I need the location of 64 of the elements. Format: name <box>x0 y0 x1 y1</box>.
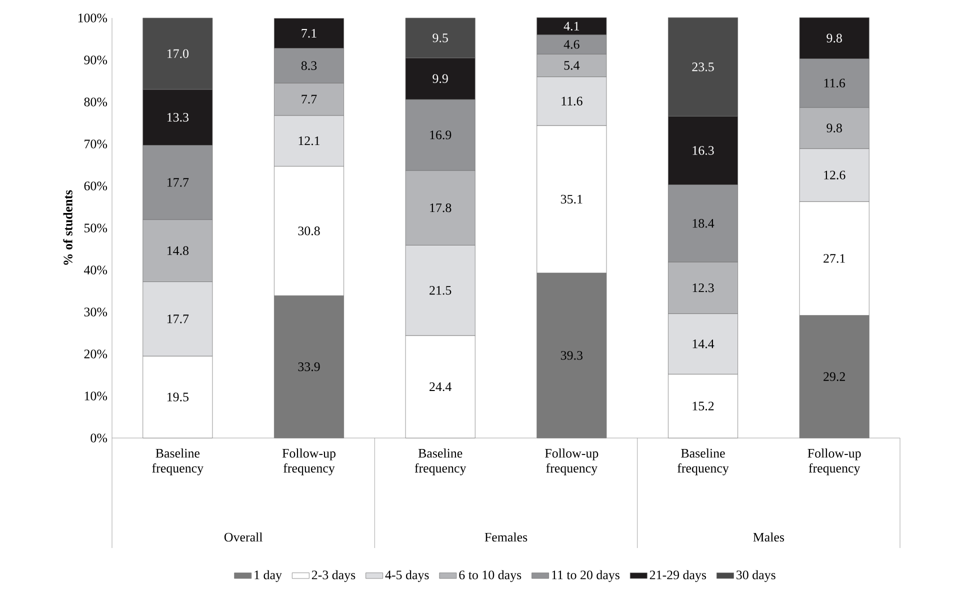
data-label: 7.1 <box>302 28 316 38</box>
data-label: 35.1 <box>560 194 582 204</box>
data-label: 14.8 <box>167 246 189 256</box>
data-label: 4.1 <box>564 22 579 31</box>
x-tick-label: Follow-up frequency <box>808 448 861 476</box>
data-label: 18.4 <box>692 218 714 228</box>
data-label: 33.9 <box>298 362 320 372</box>
legend-label: 4-5 days <box>385 570 429 582</box>
y-tick-label: 50% <box>84 224 108 232</box>
x-tick-label: Baseline frequency <box>678 448 729 476</box>
y-tick-label: 0% <box>90 434 108 442</box>
text: Males <box>753 532 784 542</box>
x-tick-label: Baseline frequency <box>414 448 466 476</box>
legend-label: 1 day <box>254 570 282 582</box>
data-label: 16.9 <box>430 130 452 140</box>
data-label: 30.8 <box>298 226 320 236</box>
data-label: 15.2 <box>692 402 714 410</box>
data-label: 5.4 <box>564 61 580 70</box>
legend-label: 2-3 days <box>312 570 356 582</box>
data-label: 12.1 <box>298 136 320 146</box>
x-tick-label: Baseline frequency <box>152 448 204 476</box>
y-tick-label: 100% <box>78 14 108 22</box>
data-label: 17.8 <box>430 203 452 212</box>
data-label: 9.9 <box>432 74 448 84</box>
x-tick-label: Follow-up frequency <box>545 448 598 476</box>
y-tick-label: 90% <box>84 56 108 64</box>
data-label: 4.6 <box>564 40 580 49</box>
text: Overall <box>224 532 263 542</box>
data-label: 14.4 <box>692 340 714 348</box>
text: Females <box>484 532 528 542</box>
data-label: 9.5 <box>432 34 448 42</box>
data-label: 29.2 <box>824 372 845 382</box>
data-label: 19.5 <box>167 392 188 402</box>
y-axis-title: % of students <box>63 190 72 265</box>
legend-label: 30 days <box>736 570 776 582</box>
data-label: 17.0 <box>167 49 189 58</box>
y-tick-label: 80% <box>84 98 108 106</box>
data-label: 12.3 <box>692 283 714 292</box>
data-label: 8.3 <box>301 61 317 70</box>
data-label: 9.8 <box>826 34 842 43</box>
data-label: 9.8 <box>826 124 842 132</box>
legend-label: 21-29 days <box>650 570 706 582</box>
data-label: 11.6 <box>562 96 582 106</box>
data-label: 21.5 <box>430 286 452 295</box>
data-label: 23.5 <box>692 62 714 72</box>
data-label: 13.3 <box>167 112 188 122</box>
data-label: 16.3 <box>692 146 714 155</box>
data-label: 17.7 <box>167 314 189 324</box>
data-label: 39.3 <box>560 351 582 360</box>
data-label: 7.7 <box>302 94 317 104</box>
y-tick-label: 70% <box>84 140 108 148</box>
legend-label: 6 to 10 days <box>459 570 522 582</box>
y-tick-label: 40% <box>84 266 108 274</box>
y-tick-label: 60% <box>84 182 108 190</box>
y-tick-label: 10% <box>84 392 108 400</box>
x-tick-label: Follow-up frequency <box>282 448 336 476</box>
data-label: 24.4 <box>430 382 452 392</box>
legend-label: 11 to 20 days <box>552 570 620 582</box>
y-tick-label: 20% <box>84 350 108 358</box>
data-label: 11.6 <box>824 78 846 88</box>
data-label: 17.7 <box>167 178 189 187</box>
data-label: 27.1 <box>824 254 845 263</box>
data-label: 12.6 <box>824 170 846 180</box>
y-tick-label: 30% <box>84 308 108 316</box>
